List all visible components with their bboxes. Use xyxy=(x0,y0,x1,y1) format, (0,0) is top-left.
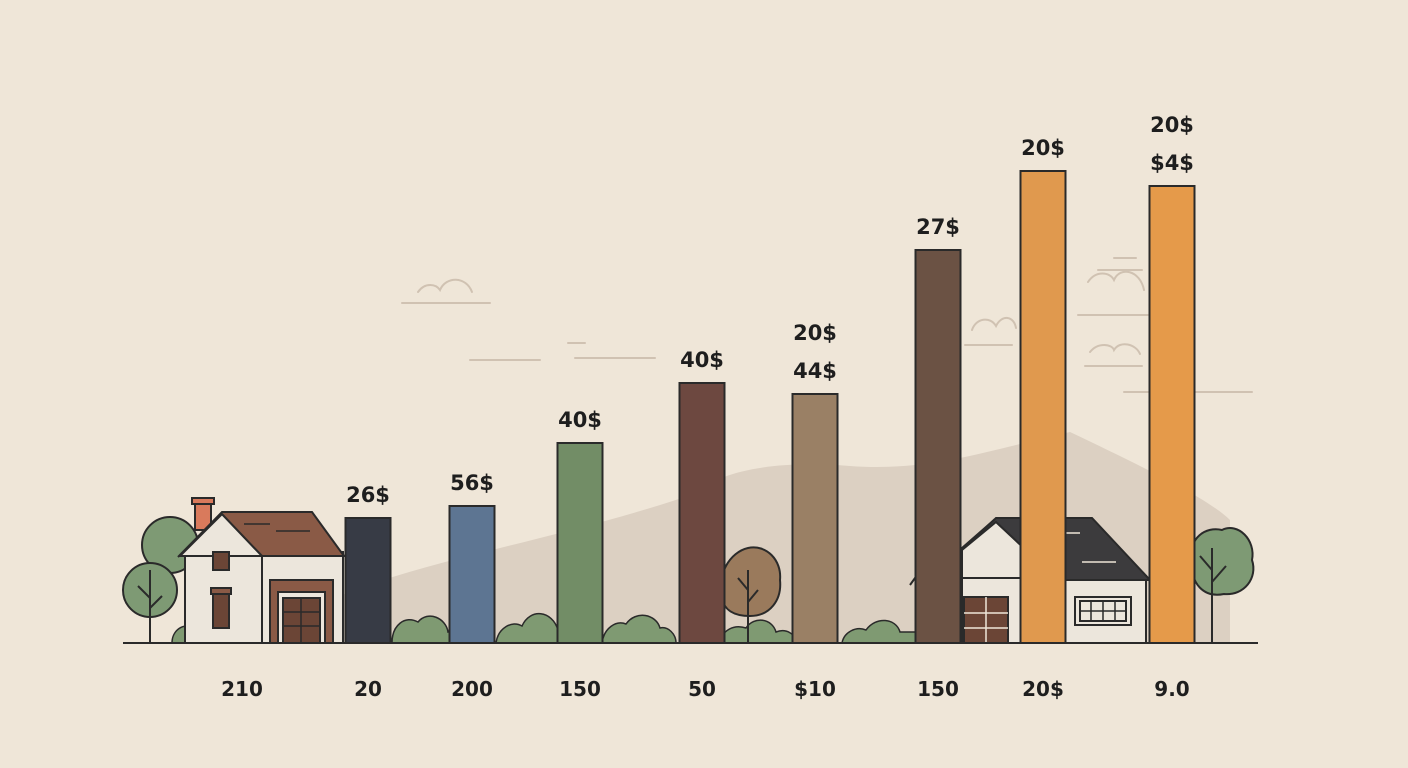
category-label-7: 150 xyxy=(917,677,959,701)
value-label-bar-7-1: 20$ xyxy=(1021,136,1065,160)
right-tree-illustration xyxy=(1190,527,1255,643)
category-labels-layer: 210 20 200 150 50 $10 150 20$ 9.0 xyxy=(221,677,1190,701)
bar-1 xyxy=(344,517,392,644)
value-label-bar-6-1: 27$ xyxy=(916,215,960,239)
category-label-3: 200 xyxy=(451,677,493,701)
value-label-bar-8-2: $4$ xyxy=(1150,151,1194,175)
left-tree-illustration xyxy=(122,562,178,643)
sky-decoration xyxy=(401,257,1253,393)
value-label-bar-5-1: 20$ xyxy=(793,321,837,345)
bar-4 xyxy=(678,382,726,644)
category-label-2: 20 xyxy=(354,677,382,701)
value-label-bar-2-1: 56$ xyxy=(450,471,494,495)
category-label-6: $10 xyxy=(794,677,836,701)
category-label-8: 20$ xyxy=(1022,677,1064,701)
bar-6 xyxy=(914,249,962,644)
bar-8 xyxy=(1148,185,1196,644)
value-label-bar-8-1: 20$ xyxy=(1150,113,1194,137)
category-label-4: 150 xyxy=(559,677,601,701)
value-label-bar-1-1: 26$ xyxy=(346,483,390,507)
category-label-1: 210 xyxy=(221,677,263,701)
middle-tree-illustration xyxy=(719,546,782,643)
value-label-bar-5-2: 44$ xyxy=(793,359,837,383)
category-label-5: 50 xyxy=(688,677,716,701)
bar-7 xyxy=(1019,170,1067,644)
left-house-illustration xyxy=(141,497,346,644)
value-label-bar-4-1: 40$ xyxy=(680,348,724,372)
value-labels-layer: 26$ 56$ 40$ 40$ 20$ 44$ 27$ 20$ 20$ $4$ xyxy=(346,113,1194,507)
bar-2 xyxy=(448,505,496,644)
bar-5 xyxy=(791,393,839,644)
bar-3 xyxy=(556,442,604,644)
category-label-9: 9.0 xyxy=(1154,677,1189,701)
value-label-bar-3-1: 40$ xyxy=(558,408,602,432)
bars-layer xyxy=(344,170,1196,644)
